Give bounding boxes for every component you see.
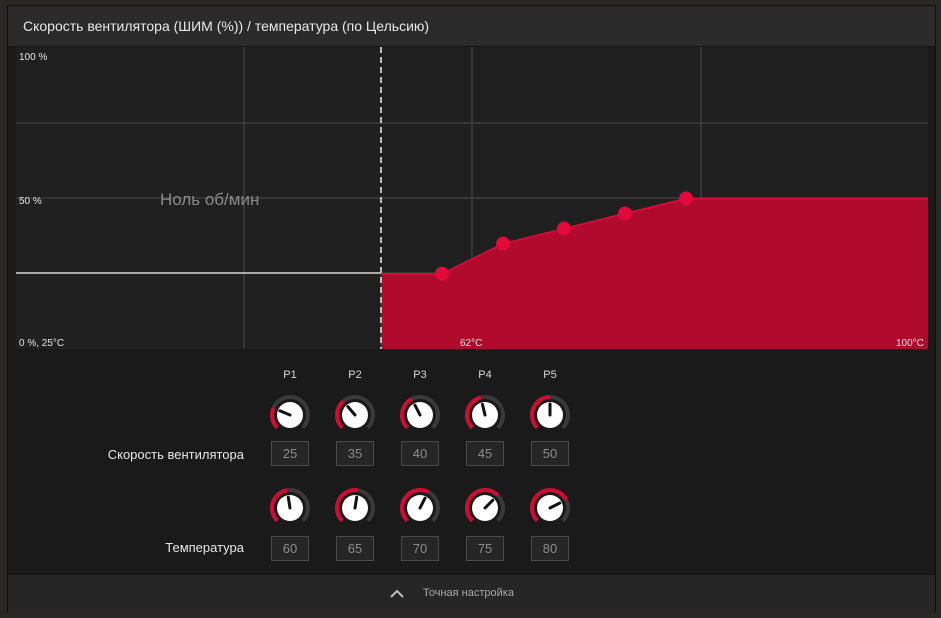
curve-point-p3[interactable] bbox=[557, 221, 571, 236]
fine-tuning-toggle[interactable]: Точная настройка bbox=[8, 574, 935, 613]
fine-tuning-label: Точная настройка bbox=[423, 587, 514, 599]
column-header-p1: P1 bbox=[283, 369, 297, 381]
y-axis-mid-label: 50 % bbox=[19, 196, 42, 207]
fan-speed-input-p1[interactable]: 25 bbox=[271, 441, 309, 466]
temperature-knob-p2[interactable] bbox=[333, 486, 377, 530]
fan-speed-knob-p5[interactable] bbox=[528, 393, 572, 437]
fan-speed-input-p3[interactable]: 40 bbox=[401, 441, 439, 466]
temperature-row-label: Температура bbox=[165, 540, 244, 555]
temperature-knob-p4[interactable] bbox=[463, 486, 507, 530]
fan-curve-chart[interactable]: 100 % 50 % 0 %, 25°C 62°C 100°C Ноль об/… bbox=[16, 47, 928, 349]
chevron-up-icon bbox=[390, 589, 404, 598]
fan-speed-input-p5[interactable]: 50 bbox=[531, 441, 569, 466]
fan-speed-knob-p4[interactable] bbox=[463, 393, 507, 437]
temperature-knob-p5[interactable] bbox=[528, 486, 572, 530]
temperature-input-p5[interactable]: 80 bbox=[531, 536, 569, 561]
column-header-p2: P2 bbox=[348, 369, 362, 381]
x-axis-max-label: 100°C bbox=[896, 338, 924, 349]
temperature-input-p1[interactable]: 60 bbox=[271, 536, 309, 561]
zero-rpm-label: Ноль об/мин bbox=[160, 190, 259, 209]
column-header-p3: P3 bbox=[413, 369, 427, 381]
column-header-p4: P4 bbox=[478, 369, 492, 381]
y-axis-max-label: 100 % bbox=[19, 52, 47, 63]
curve-points[interactable] bbox=[435, 191, 693, 281]
curve-point-p5[interactable] bbox=[679, 191, 693, 206]
panel-title: Скорость вентилятора (ШИМ (%)) / темпера… bbox=[23, 18, 430, 34]
fan-curve-svg[interactable]: 100 % 50 % 0 %, 25°C 62°C 100°C Ноль об/… bbox=[16, 47, 928, 349]
fan-speed-knob-p3[interactable] bbox=[398, 393, 442, 437]
temperature-knob-p1[interactable] bbox=[268, 486, 312, 530]
fan-speed-row-label: Скорость вентилятора bbox=[107, 447, 244, 462]
axis-origin-label: 0 %, 25°C bbox=[19, 338, 64, 349]
fan-speed-input-p2[interactable]: 35 bbox=[336, 441, 374, 466]
fan-curve-area bbox=[381, 198, 928, 349]
curve-point-p2[interactable] bbox=[496, 236, 510, 251]
curve-point-p4[interactable] bbox=[618, 206, 632, 221]
x-axis-mid-label: 62°C bbox=[460, 338, 482, 349]
fan-speed-knob-p2[interactable] bbox=[333, 393, 377, 437]
curve-point-p1[interactable] bbox=[435, 266, 449, 281]
temperature-input-p3[interactable]: 70 bbox=[401, 536, 439, 561]
fan-speed-input-p4[interactable]: 45 bbox=[466, 441, 504, 466]
column-header-p5: P5 bbox=[543, 369, 557, 381]
temperature-knob-p3[interactable] bbox=[398, 486, 442, 530]
temperature-input-p2[interactable]: 65 bbox=[336, 536, 374, 561]
temperature-input-p4[interactable]: 75 bbox=[466, 536, 504, 561]
fan-tuning-panel: Скорость вентилятора (ШИМ (%)) / темпера… bbox=[7, 5, 936, 613]
panel-header: Скорость вентилятора (ШИМ (%)) / темпера… bbox=[8, 6, 935, 47]
fan-speed-knob-p1[interactable] bbox=[268, 393, 312, 437]
